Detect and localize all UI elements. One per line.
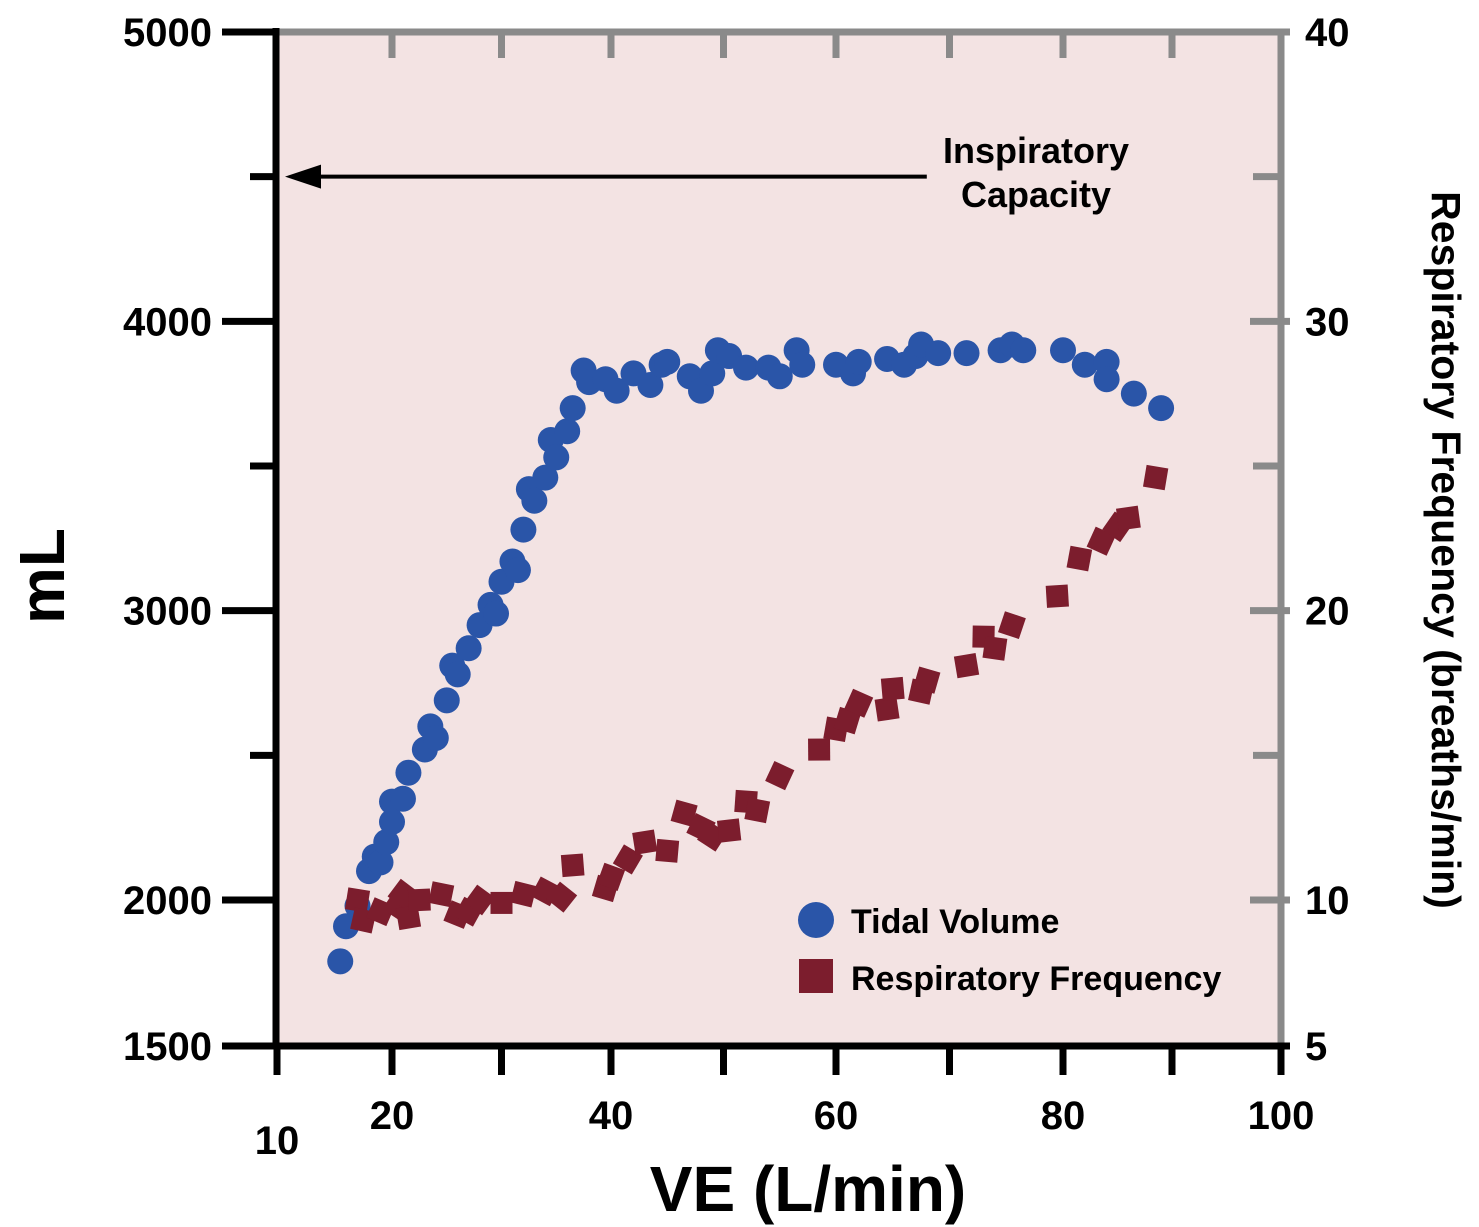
annotation-arrowhead xyxy=(285,164,321,189)
respiratory-frequency-point xyxy=(670,799,698,827)
respiratory-frequency-point xyxy=(1045,584,1069,608)
respiratory-frequency-point xyxy=(464,884,495,916)
tidal-volume-point xyxy=(733,354,759,381)
respiratory-frequency-point xyxy=(833,706,862,735)
y-left-tick-label: 5000 xyxy=(123,11,212,55)
respiratory-frequency-point xyxy=(765,760,795,791)
data-marks xyxy=(327,331,1175,975)
legend-square-icon xyxy=(799,959,833,993)
x-axis-title: VE (L/min) xyxy=(650,1153,966,1225)
y-right-tick-label: 30 xyxy=(1305,300,1350,344)
y-left-tick-label: 4000 xyxy=(123,300,212,344)
tidal-volume-point xyxy=(510,516,537,543)
respiratory-frequency-point xyxy=(744,797,771,824)
tidal-volume-point xyxy=(699,360,726,387)
x-tick-label: 80 xyxy=(1041,1094,1086,1138)
respiratory-frequency-point xyxy=(808,738,831,761)
tidal-volume-point xyxy=(367,849,394,876)
y-right-tick-label: 20 xyxy=(1305,590,1350,634)
tidal-volume-point xyxy=(504,557,531,584)
respiratory-frequency-point xyxy=(1086,526,1116,556)
tidal-volume-point xyxy=(845,348,872,375)
respiratory-frequency-point xyxy=(982,635,1008,661)
respiratory-frequency-point xyxy=(953,652,980,679)
tidal-volume-point xyxy=(953,340,980,367)
respiratory-frequency-point xyxy=(998,611,1026,640)
y-right-tick-label: 5 xyxy=(1305,1025,1327,1069)
respiratory-frequency-point xyxy=(844,688,874,718)
y-left-tick-label: 1500 xyxy=(123,1025,212,1069)
tidal-volume-point xyxy=(379,808,405,835)
respiratory-frequency-point xyxy=(546,881,578,913)
tidal-volume-point xyxy=(455,635,482,662)
tidal-volume-point xyxy=(1148,395,1175,422)
tidal-volume-point xyxy=(433,687,460,714)
respiratory-frequency-point xyxy=(874,696,900,722)
y-left-tick-label: 2000 xyxy=(123,879,212,923)
x-tick-label: 20 xyxy=(370,1094,415,1138)
respiratory-frequency-point xyxy=(428,881,455,908)
tidal-volume-point xyxy=(559,395,586,422)
tidal-volume-point xyxy=(1071,351,1098,378)
tidal-volume-point xyxy=(444,661,471,688)
respiratory-frequency-point xyxy=(913,666,941,694)
tick-labels: 1500 2000 3000 4000 5000 5 10 20 30 40 10 20 40 60 80 1… xyxy=(123,11,1349,1163)
annotation-text-line1: Inspiratory xyxy=(943,130,1129,171)
inspiratory-capacity-annotation: Inspiratory Capacity xyxy=(285,130,1129,215)
tidal-volume-point xyxy=(521,487,548,514)
tidal-volume-point xyxy=(327,948,354,975)
tidal-volume-point xyxy=(1093,366,1120,393)
annotation-text-line2: Capacity xyxy=(961,174,1111,215)
tidal-volume-point xyxy=(1050,337,1076,364)
respiratory-frequency-point xyxy=(632,829,658,855)
tidal-volume-point xyxy=(395,759,422,786)
respiratory-frequency-point xyxy=(490,891,513,914)
tidal-volume-point xyxy=(389,785,416,812)
y-right-tick-label: 40 xyxy=(1305,11,1350,55)
y-axis-title-left: mL xyxy=(6,528,78,624)
y-axis-title-right: Respiratory Frequency (breaths/min) xyxy=(1423,191,1469,909)
respiratory-frequency-point xyxy=(1142,464,1169,491)
tidal-volume-point xyxy=(1120,380,1147,407)
respiratory-frequency-point xyxy=(407,888,431,912)
tidal-volume-point xyxy=(422,724,449,751)
tidal-volume-point xyxy=(789,351,816,378)
respiratory-frequency-point xyxy=(1115,505,1141,531)
respiratory-frequency-point xyxy=(880,676,905,701)
legend-label-respiratory-frequency: Respiratory Frequency xyxy=(851,960,1221,998)
respiratory-frequency-point xyxy=(716,818,742,843)
tidal-volume-point xyxy=(554,418,581,445)
legend-label-tidal-volume: Tidal Volume xyxy=(851,903,1059,941)
tidal-volume-point xyxy=(532,464,559,491)
respiratory-frequency-point xyxy=(560,853,585,878)
respiratory-frequency-point xyxy=(596,862,626,891)
x-tick-label: 100 xyxy=(1248,1094,1315,1138)
respiratory-frequency-point xyxy=(510,880,537,908)
tidal-volume-point xyxy=(925,340,952,367)
y-right-tick-label: 10 xyxy=(1305,879,1350,923)
respiratory-frequency-point xyxy=(1066,545,1093,572)
x-tick-label: 10 xyxy=(255,1119,300,1163)
legend: Tidal Volume Respiratory Frequency xyxy=(798,902,1221,998)
tidal-volume-point xyxy=(373,829,400,856)
legend-circle-icon xyxy=(798,902,834,938)
tidal-volume-point xyxy=(766,363,793,390)
x-tick-label: 40 xyxy=(589,1094,634,1138)
respiratory-frequency-point xyxy=(344,887,371,913)
tidal-volume-point xyxy=(483,600,510,627)
y-left-tick-label: 3000 xyxy=(123,590,212,634)
x-tick-label: 60 xyxy=(814,1094,859,1138)
tidal-volume-point xyxy=(543,444,570,471)
tidal-volume-point xyxy=(1010,337,1037,364)
tidal-volume-point xyxy=(603,377,630,404)
respiratory-frequency-point xyxy=(655,838,680,863)
tidal-volume-point xyxy=(637,371,664,398)
tidal-volume-point xyxy=(654,348,681,375)
